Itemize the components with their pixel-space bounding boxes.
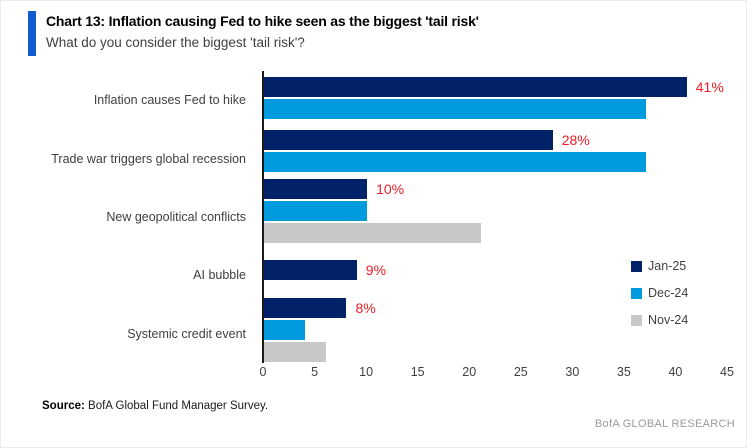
bar-dec-24	[264, 200, 368, 221]
data-label: 10%	[376, 180, 405, 197]
x-tick-label: 25	[513, 365, 528, 379]
source-label: Source:	[42, 400, 85, 412]
bar-dec-24	[264, 151, 646, 172]
bar-jan-25: 8%	[264, 297, 376, 318]
legend: Jan-25 Dec-24 Nov-24	[631, 259, 688, 340]
x-tick-label: 5	[311, 365, 319, 379]
title-accent-bar	[28, 11, 36, 56]
bar-jan-25: 10%	[264, 178, 404, 199]
category-label: Systemic credit event	[127, 326, 246, 341]
category-label: Inflation causes Fed to hike	[93, 93, 246, 108]
category-label: Trade war triggers global recession	[51, 151, 246, 166]
legend-label: Dec-24	[648, 286, 689, 300]
category-label: New geopolitical conflicts	[106, 210, 246, 225]
bar-group: 10%	[264, 178, 728, 244]
bar-dec-24	[264, 319, 306, 340]
brand-mark: BofA GLOBAL RESEARCH	[594, 418, 735, 430]
legend-swatch-icon	[631, 260, 642, 272]
legend-label: Jan-25	[648, 259, 687, 273]
x-tick-label: 10	[359, 365, 374, 379]
chart-title: Chart 13: Inflation causing Fed to hike …	[46, 13, 479, 29]
legend-item-nov-24: Nov-24	[631, 313, 688, 327]
data-label: 41%	[695, 78, 724, 95]
legend-label: Nov-24	[648, 313, 689, 327]
bar-group: 28%	[264, 124, 728, 177]
x-axis: 0 5 10 15 20 25 30 35 40 45	[259, 365, 734, 383]
source-text: BofA Global Fund Manager Survey.	[84, 400, 269, 412]
x-tick-label: 35	[616, 365, 631, 379]
category-labels: Inflation causes Fed to hike Trade war tr…	[1, 71, 254, 363]
bar-jan-25: 28%	[264, 129, 590, 150]
category-label: AI bubble	[193, 268, 246, 283]
x-tick-label: 45	[720, 365, 734, 379]
bar-dec-24	[264, 98, 646, 119]
x-tick-label: 40	[668, 365, 683, 379]
legend-swatch-icon	[631, 314, 642, 326]
legend-item-jan-25: Jan-25	[631, 259, 688, 273]
bar-jan-25: 41%	[264, 76, 724, 97]
legend-swatch-icon	[631, 287, 642, 299]
bar-group: 41%	[264, 71, 728, 124]
x-tick-label: 20	[462, 365, 477, 379]
plot-area: 41% 28% 10% 9% 8%	[262, 71, 728, 363]
x-tick-label: 30	[565, 365, 580, 379]
data-label: 9%	[365, 262, 387, 279]
bar-group: 8%	[264, 297, 728, 363]
bar-nov-24	[264, 341, 326, 362]
source-note: Source: BofA Global Fund Manager Survey.	[42, 400, 268, 412]
x-tick-label: 0	[259, 365, 267, 379]
bar-nov-24	[264, 222, 481, 243]
legend-item-dec-24: Dec-24	[631, 286, 688, 300]
bar-jan-25: 9%	[264, 260, 386, 281]
data-label: 28%	[561, 131, 590, 148]
chart-subtitle: What do you consider the biggest 'tail r…	[46, 35, 305, 50]
data-label: 8%	[355, 299, 376, 316]
x-tick-label: 15	[410, 365, 425, 379]
bar-group: 9%	[264, 244, 728, 297]
